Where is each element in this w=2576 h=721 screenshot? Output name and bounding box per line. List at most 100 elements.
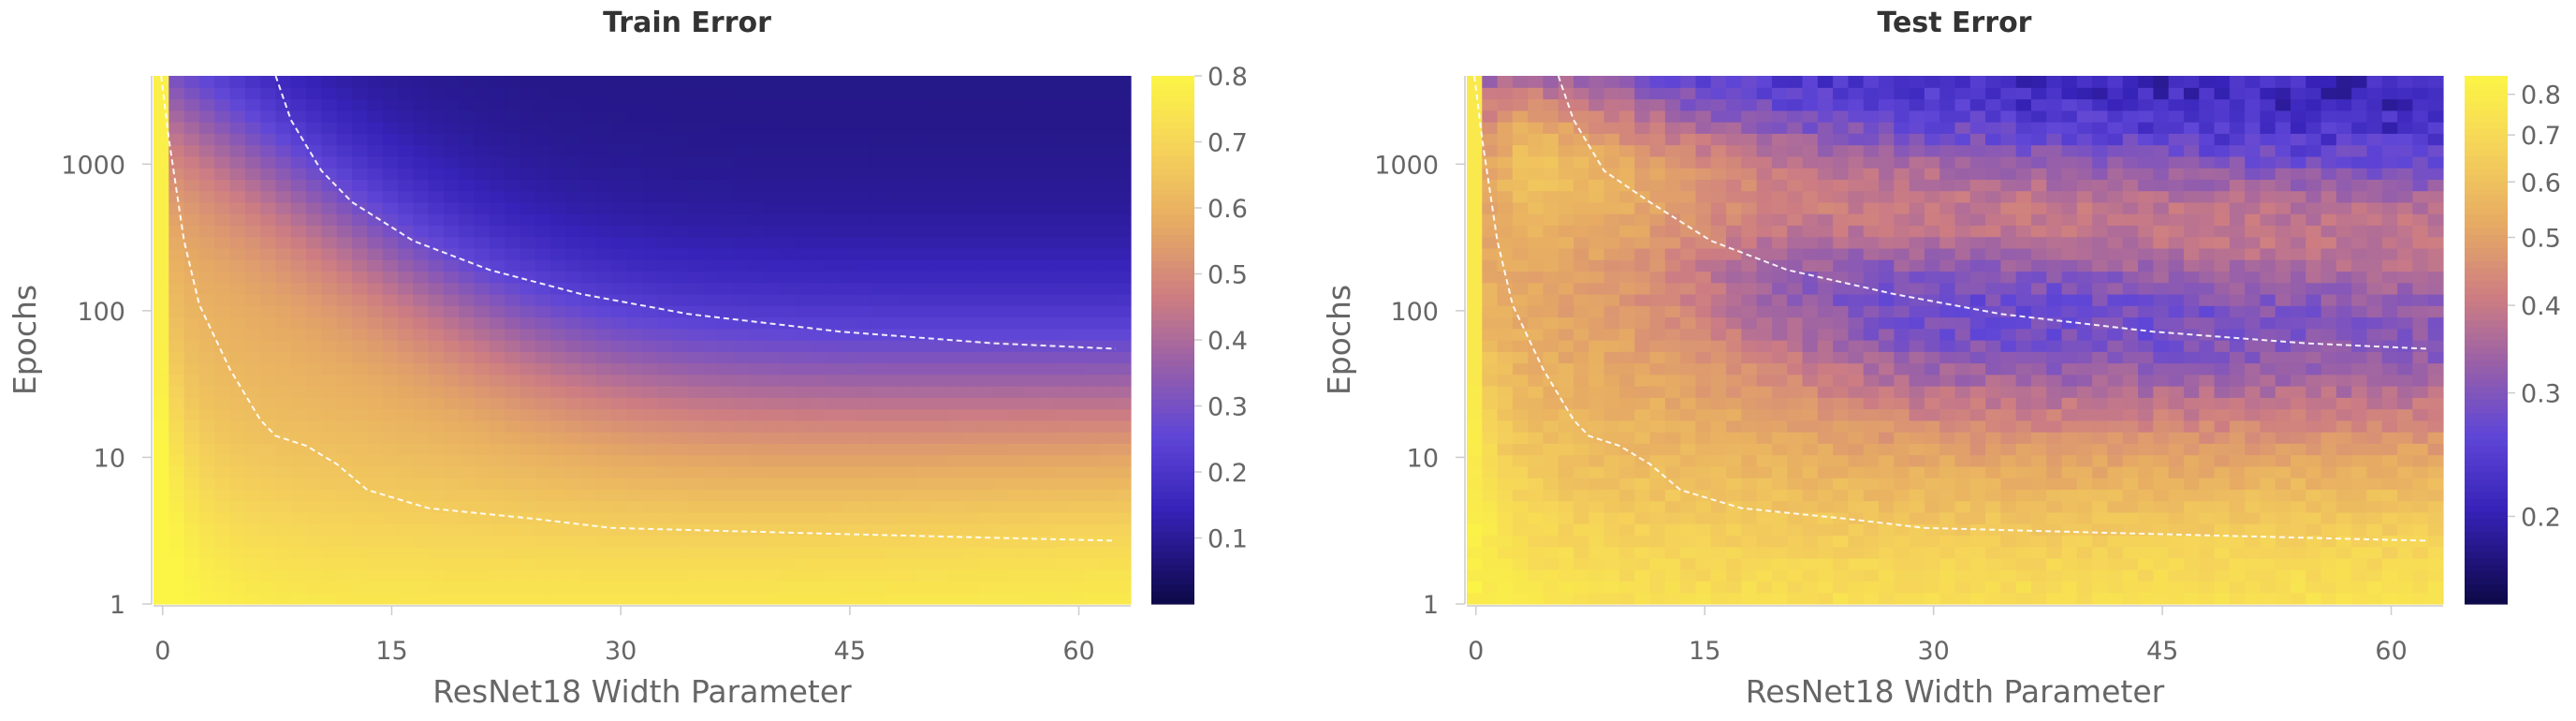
heatmap-cell <box>611 144 628 157</box>
heatmap-cell <box>1482 293 1499 306</box>
heatmap-cell <box>413 213 430 226</box>
heatmap-cell <box>1833 293 1850 306</box>
heatmap-cell <box>398 305 414 318</box>
heatmap-cell <box>1467 168 1483 180</box>
heatmap-cell <box>2000 213 2017 226</box>
heatmap-cell <box>733 511 750 524</box>
heatmap-cell <box>306 408 323 421</box>
heatmap-cell <box>534 225 551 238</box>
heatmap-cell <box>764 397 781 410</box>
heatmap-cell <box>183 213 200 226</box>
heatmap-cell <box>198 569 215 582</box>
heatmap-cell <box>1649 179 1666 192</box>
heatmap-cell <box>275 110 292 123</box>
heatmap-cell <box>871 98 887 111</box>
heatmap-cell <box>931 144 948 157</box>
heatmap-cell <box>626 340 643 352</box>
colorbar-segment <box>1151 353 1194 360</box>
heatmap-cell <box>520 247 536 260</box>
heatmap-cell <box>565 408 582 421</box>
heatmap-cell <box>1588 98 1605 111</box>
heatmap-cell <box>871 144 887 157</box>
heatmap-cell <box>886 397 902 410</box>
heatmap-cell <box>352 87 368 100</box>
heatmap-cell <box>168 535 185 548</box>
heatmap-cell <box>825 419 842 433</box>
heatmap-cell <box>1879 351 1895 364</box>
heatmap-cell <box>580 155 597 169</box>
heatmap-cell <box>1848 374 1865 387</box>
heatmap-cell <box>1069 397 1086 410</box>
heatmap-cell <box>1618 340 1635 352</box>
heatmap-cell <box>764 489 781 502</box>
colorbar-segment <box>1151 511 1194 519</box>
heatmap-cell <box>290 98 307 111</box>
heatmap-cell <box>1115 397 1132 410</box>
heatmap-cell <box>1817 546 1834 559</box>
heatmap-cell <box>596 454 612 467</box>
heatmap-cell <box>367 489 384 502</box>
heatmap-cell <box>1100 432 1117 444</box>
colorbar-segment <box>1151 208 1194 215</box>
heatmap-cell <box>275 592 292 605</box>
heatmap-cell <box>1512 535 1529 548</box>
heatmap-cell <box>1497 386 1514 398</box>
heatmap-cell <box>1054 190 1071 203</box>
heatmap-cell <box>168 225 185 238</box>
heatmap-cell <box>1848 386 1865 398</box>
heatmap-cell <box>1512 155 1529 169</box>
heatmap-cell <box>505 523 521 537</box>
heatmap-cell <box>703 535 720 548</box>
heatmap-cell <box>931 397 948 410</box>
heatmap-cell <box>352 351 368 364</box>
heatmap-cell <box>580 259 597 272</box>
heatmap-cell <box>1069 98 1086 111</box>
heatmap-cell <box>871 569 887 582</box>
heatmap-cell <box>260 179 277 192</box>
heatmap-cell <box>1618 511 1635 524</box>
heatmap-cell <box>1985 432 2001 444</box>
heatmap-cell <box>183 225 200 238</box>
heatmap-cell <box>916 478 933 490</box>
heatmap-cell <box>505 247 521 260</box>
heatmap-cell <box>703 316 720 330</box>
heatmap-cell <box>2092 535 2109 548</box>
heatmap-cell <box>687 581 704 594</box>
heatmap-cell <box>1649 247 1666 260</box>
heatmap-cell <box>1817 305 1834 318</box>
heatmap-cell <box>657 581 674 594</box>
heatmap-cell <box>1894 155 1910 169</box>
heatmap-cell <box>428 569 445 582</box>
heatmap-cell <box>474 133 490 146</box>
heatmap-cell <box>1741 179 1758 192</box>
heatmap-cell <box>703 155 720 169</box>
heatmap-cell <box>749 569 766 582</box>
heatmap-cell <box>1817 454 1834 467</box>
heatmap-cell <box>901 122 918 134</box>
heatmap-cell <box>1680 351 1697 364</box>
heatmap-cell <box>1115 351 1132 364</box>
heatmap-cell <box>1023 535 1040 548</box>
heatmap-cell <box>642 569 658 582</box>
heatmap-cell <box>1588 225 1605 238</box>
heatmap-cell <box>413 168 430 180</box>
heatmap-cell <box>886 133 902 146</box>
heatmap-cell <box>214 478 231 490</box>
heatmap-cell <box>947 213 964 226</box>
heatmap-cell <box>2030 155 2047 169</box>
heatmap-cell <box>901 362 918 375</box>
heatmap-cell <box>459 546 476 559</box>
colorbar-segment <box>1151 234 1194 242</box>
heatmap-cell <box>749 511 766 524</box>
heatmap-cell <box>1634 454 1651 467</box>
heatmap-cell <box>779 362 796 375</box>
heatmap-cell <box>474 201 490 214</box>
heatmap-cell <box>764 465 781 478</box>
heatmap-cell <box>672 328 689 341</box>
heatmap-cell <box>841 511 856 524</box>
heatmap-cell <box>2076 247 2093 260</box>
heatmap-cell <box>841 523 856 537</box>
heatmap-cell <box>2092 500 2109 513</box>
heatmap-cell <box>290 489 307 502</box>
heatmap-cell <box>1528 293 1544 306</box>
